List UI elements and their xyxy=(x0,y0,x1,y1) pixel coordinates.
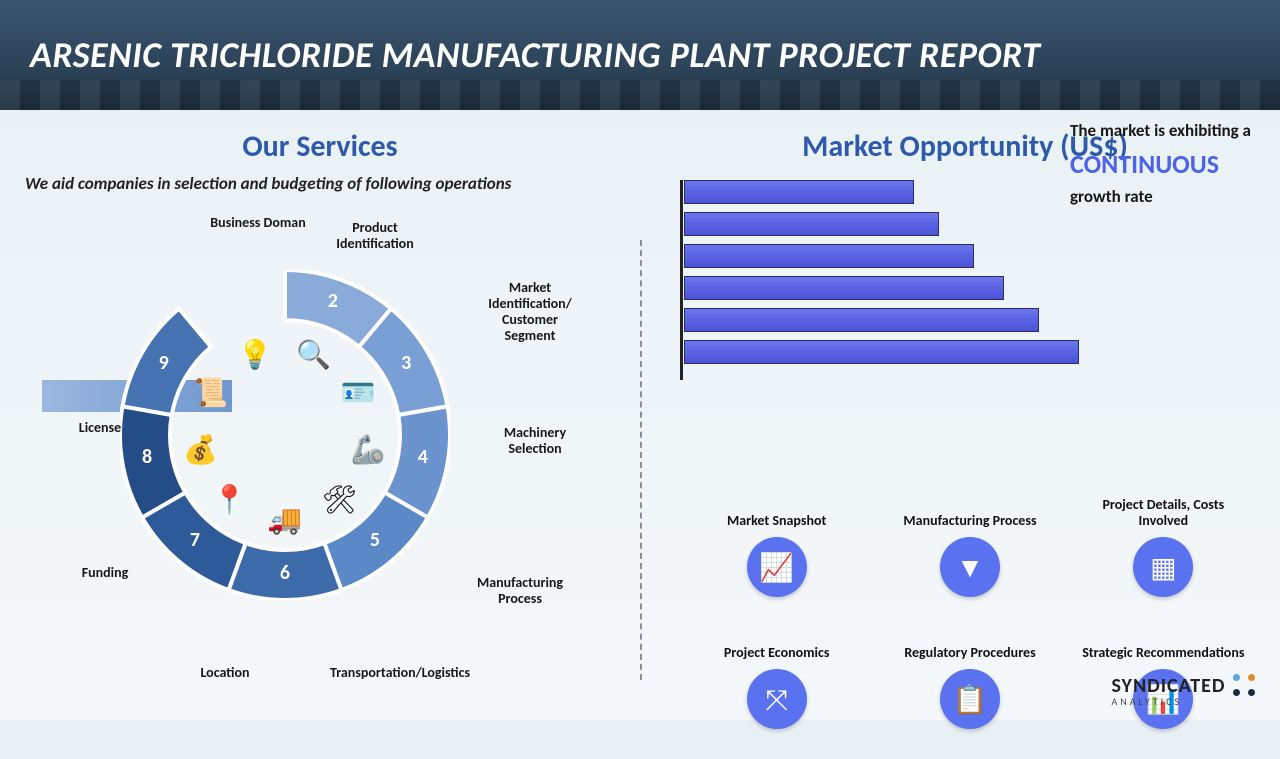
topic-icon: ⤧ xyxy=(747,669,807,729)
wheel-label-7: Location xyxy=(170,665,280,681)
wheel-icon-9: 📜 xyxy=(193,375,228,410)
services-panel: Our Services We aid companies in selecti… xyxy=(0,110,640,720)
wheel-icon-5: 🛠 xyxy=(322,482,358,517)
wheel-icon-8: 💰 xyxy=(183,432,218,467)
topic-cell: Market Snapshot 📈 xyxy=(692,495,862,597)
wheel-number-5: 5 xyxy=(361,528,389,556)
wheel-number-7: 7 xyxy=(181,528,209,556)
services-wheel: 23456789💡🔍🪪🦾🛠🚚📍💰📜Business DomanProduct I… xyxy=(120,270,450,600)
wheel-label-5: Manufacturing Process xyxy=(465,575,575,607)
wheel-number-9: 9 xyxy=(150,351,178,379)
services-subtitle: We aid companies in selection and budget… xyxy=(25,173,615,195)
chart-bar-4 xyxy=(684,276,1004,300)
chart-y-axis xyxy=(680,180,683,380)
topic-label: Project Economics xyxy=(692,627,862,661)
wheel-label-8: Funding xyxy=(50,565,160,581)
topic-icon: 📋 xyxy=(940,669,1000,729)
topic-icon: 📈 xyxy=(747,537,807,597)
topic-cell: Project Economics ⤧ xyxy=(692,627,862,729)
wheel-number-8: 8 xyxy=(133,445,161,473)
wheel-icon-1: 💡 xyxy=(238,337,273,372)
wheel-number-2: 2 xyxy=(319,289,347,317)
topic-label: Market Snapshot xyxy=(692,495,862,529)
growth-highlight: CONTINUOUS xyxy=(1070,147,1270,182)
growth-line-2: growth rate xyxy=(1070,186,1153,207)
wheel-icon-6: 🚚 xyxy=(267,502,302,537)
chart-bar-2 xyxy=(684,212,939,236)
wheel-label-6: Transportation/Logistics xyxy=(330,665,440,681)
wheel-svg xyxy=(120,270,450,600)
topic-label: Strategic Recommendations xyxy=(1078,627,1248,661)
wheel-number-6: 6 xyxy=(271,561,299,589)
wheel-label-1: Business Doman xyxy=(203,215,313,231)
topic-cell: Regulatory Procedures 📋 xyxy=(885,627,1055,729)
brand-logo: SYNDICATED ANALYTICS xyxy=(1111,674,1255,708)
topic-label: Regulatory Procedures xyxy=(885,627,1055,661)
topic-grid: Market Snapshot 📈 Manufacturing Process ▼ Pr… xyxy=(680,495,1260,759)
topic-cell: Project Details, Costs Involved ▦ xyxy=(1078,495,1248,597)
topic-label: Project Details, Costs Involved xyxy=(1078,495,1248,529)
wheel-number-3: 3 xyxy=(392,351,420,379)
page-title: ARSENIC TRICHLORIDE MANUFACTURING PLANT … xyxy=(30,33,1040,77)
wheel-label-2: Product Identification xyxy=(320,220,430,252)
services-title: Our Services xyxy=(25,128,615,165)
topic-icon: ▦ xyxy=(1133,537,1193,597)
topic-row-1: Market Snapshot 📈 Manufacturing Process ▼ Pr… xyxy=(680,495,1260,597)
chart-bar-6 xyxy=(684,340,1079,364)
chart-bar-3 xyxy=(684,244,974,268)
wheel-icon-7: 📍 xyxy=(212,482,247,517)
wheel-label-9: License xyxy=(45,420,155,436)
wheel-label-4: Machinery Selection xyxy=(480,425,590,457)
wheel-icon-4: 🦾 xyxy=(351,432,386,467)
growth-line-1: The market is exhibiting a xyxy=(1070,120,1251,141)
wheel-icon-3: 🪪 xyxy=(341,375,376,410)
growth-callout: The market is exhibiting a CONTINUOUS gr… xyxy=(1070,120,1270,209)
header-band: ARSENIC TRICHLORIDE MANUFACTURING PLANT … xyxy=(0,0,1280,110)
market-chart xyxy=(680,180,1080,380)
topic-icon: ▼ xyxy=(940,537,1000,597)
wheel-label-3: Market Identification/ Customer Segment xyxy=(475,280,585,344)
logo-dots-icon xyxy=(1233,674,1255,696)
topic-cell: Manufacturing Process ▼ xyxy=(885,495,1055,597)
topic-label: Manufacturing Process xyxy=(885,495,1055,529)
chart-bar-1 xyxy=(684,180,914,204)
chart-bar-5 xyxy=(684,308,1039,332)
content: Our Services We aid companies in selecti… xyxy=(0,110,1280,720)
opportunity-panel: Market Opportunity (US$) The market is e… xyxy=(640,110,1280,720)
wheel-number-4: 4 xyxy=(409,445,437,473)
wheel-icon-2: 🔍 xyxy=(296,337,331,372)
